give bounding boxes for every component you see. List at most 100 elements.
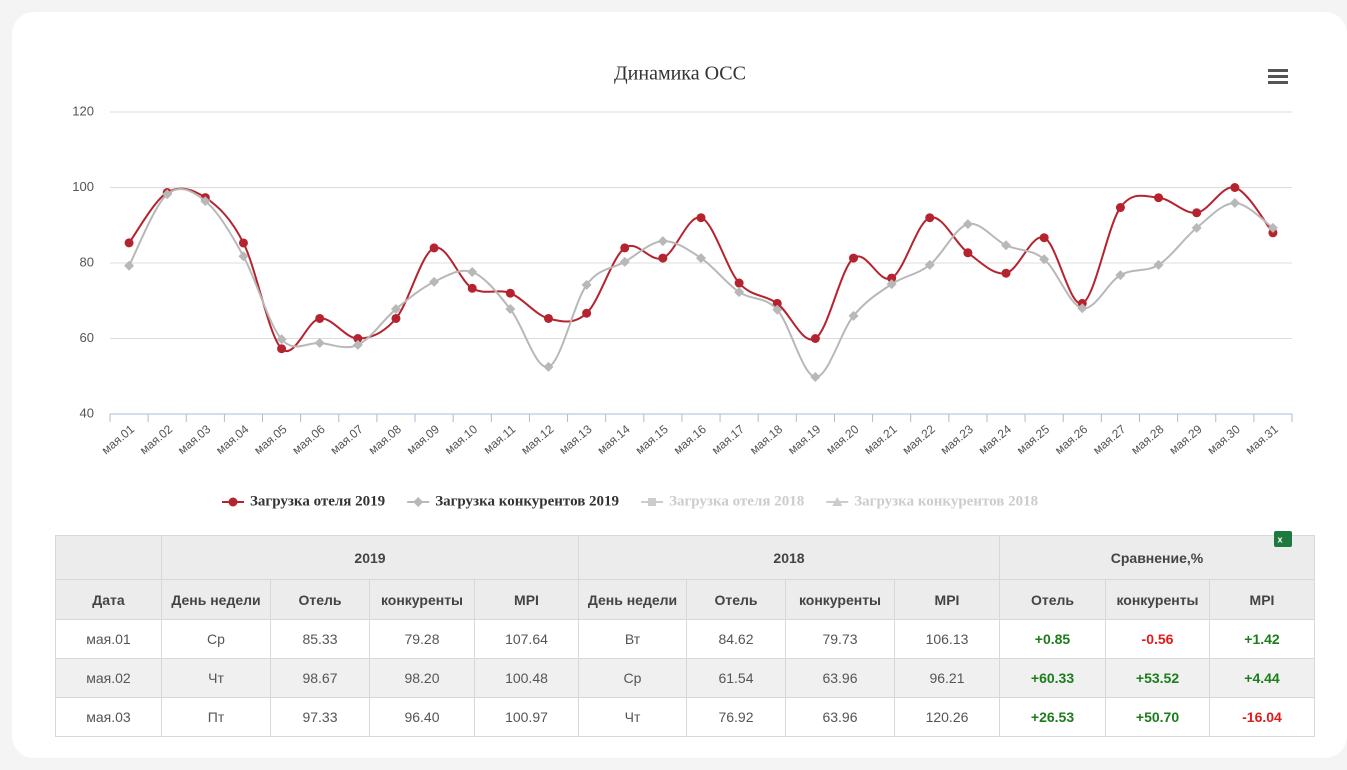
- point: [353, 334, 363, 343]
- card: Динамика ОСС 40 60 80 100 120 мая.01 мая.02 мая…: [12, 12, 1347, 758]
- legend-label[interactable]: Загрузка конкурентов 2019: [435, 493, 619, 509]
- point: [887, 273, 897, 283]
- legend-label[interactable]: Загрузка конкурентов 2018: [854, 493, 1038, 509]
- cell: -0.56: [1105, 619, 1210, 659]
- header-cell: конкуренты: [785, 579, 895, 620]
- x-tick-label: мая.30: [1205, 422, 1243, 457]
- point: [276, 334, 287, 345]
- x-tick-label: мая.25: [1014, 422, 1052, 457]
- legend-marker: [648, 498, 657, 506]
- point: [467, 267, 478, 278]
- point: [886, 279, 897, 290]
- point: [1115, 203, 1125, 213]
- x-tick-label: мая.08: [366, 422, 404, 457]
- x-tick-label: мая.09: [404, 422, 442, 457]
- x-tick-label: мая.11: [481, 422, 519, 457]
- point: [1154, 193, 1164, 203]
- header-cell: [55, 535, 162, 580]
- row: Дата День недели Отель конкуренты MPI День не…: [55, 579, 1315, 620]
- point: [390, 304, 401, 315]
- cell: +53.52: [1105, 658, 1210, 698]
- point: [162, 189, 173, 200]
- point: [1267, 222, 1278, 233]
- point: [238, 251, 249, 262]
- point: [124, 260, 135, 271]
- cell: 106.13: [894, 619, 1000, 659]
- x-tick-label: мая.24: [976, 422, 1014, 457]
- cell: +50.70: [1105, 697, 1210, 737]
- cell: 79.28: [369, 619, 475, 659]
- x-tick-label: мая.07: [328, 422, 366, 457]
- header-cell: MPI: [894, 579, 1000, 620]
- menu-button[interactable]: [1268, 69, 1288, 84]
- excel-export[interactable]: x: [1274, 530, 1292, 548]
- point: [1192, 208, 1202, 218]
- cell: 107.64: [474, 619, 579, 659]
- header-cell: Сравнение,%: [999, 535, 1315, 580]
- x-tick-label: мая.05: [251, 422, 289, 457]
- point: [810, 372, 821, 383]
- legend-marker: [228, 497, 238, 507]
- point: [1153, 259, 1164, 270]
- svg-text:x: x: [1277, 534, 1282, 544]
- cell: 96.21: [894, 658, 1000, 698]
- point: [1039, 233, 1049, 243]
- cell: Ср: [161, 619, 271, 659]
- header-cell: 2019: [161, 535, 579, 580]
- header-cell: Отель: [999, 579, 1106, 620]
- point: [581, 279, 592, 290]
- point: [772, 304, 783, 315]
- y-tick-label: 80: [80, 254, 94, 269]
- point: [582, 308, 592, 318]
- header-cell: Отель: [270, 579, 370, 620]
- x-tick-label: мая.03: [175, 422, 213, 457]
- point: [1001, 268, 1011, 278]
- x-tick-label: мая.21: [861, 422, 899, 457]
- point: [391, 313, 401, 323]
- point: [1039, 254, 1050, 265]
- point: [429, 243, 439, 253]
- x-tick-label: мая.13: [556, 422, 594, 457]
- x-tick-label: мая.27: [1090, 422, 1128, 457]
- point: [238, 238, 248, 248]
- point: [658, 253, 668, 263]
- point: [619, 256, 630, 267]
- point: [734, 278, 744, 288]
- x-tick-label: мая.16: [671, 422, 709, 457]
- point: [505, 288, 515, 298]
- header-cell: День недели: [161, 579, 271, 620]
- y-tick-label: 40: [80, 405, 94, 420]
- cell: мая.03: [55, 697, 162, 737]
- x-tick-label: мая.20: [823, 422, 861, 457]
- cell: 100.48: [474, 658, 579, 698]
- point: [429, 276, 440, 287]
- header-cell: конкуренты: [369, 579, 475, 620]
- x-tick-label: мая.02: [137, 422, 175, 457]
- point: [810, 334, 820, 343]
- point: [277, 344, 287, 354]
- cell: +26.53: [999, 697, 1106, 737]
- legend-marker: [413, 497, 424, 507]
- header-cell: Отель: [686, 579, 786, 620]
- legend-label[interactable]: Загрузка отеля 2018: [669, 493, 804, 509]
- cell: Вт: [578, 619, 687, 659]
- cell: +0.85: [999, 619, 1106, 659]
- cell: 79.73: [785, 619, 895, 659]
- point: [734, 287, 745, 298]
- point: [772, 298, 782, 308]
- point: [543, 313, 553, 323]
- chart-title: Динамика ОСС: [614, 63, 746, 85]
- header-cell: День недели: [578, 579, 687, 620]
- point: [1115, 270, 1126, 281]
- y-tick-label: 60: [80, 330, 94, 345]
- series-line: [128, 186, 1274, 353]
- row: мая.01 Ср 85.33 79.28 107.64 Вт 84.62 79.73 106.…: [55, 619, 1315, 659]
- cell: Ср: [578, 658, 687, 698]
- point: [962, 219, 973, 230]
- cell: 98.20: [369, 658, 475, 698]
- point: [925, 213, 935, 223]
- legend-label[interactable]: Загрузка отеля 2019: [250, 493, 385, 509]
- point: [848, 310, 859, 321]
- point: [924, 259, 935, 270]
- cell: 61.54: [686, 658, 786, 698]
